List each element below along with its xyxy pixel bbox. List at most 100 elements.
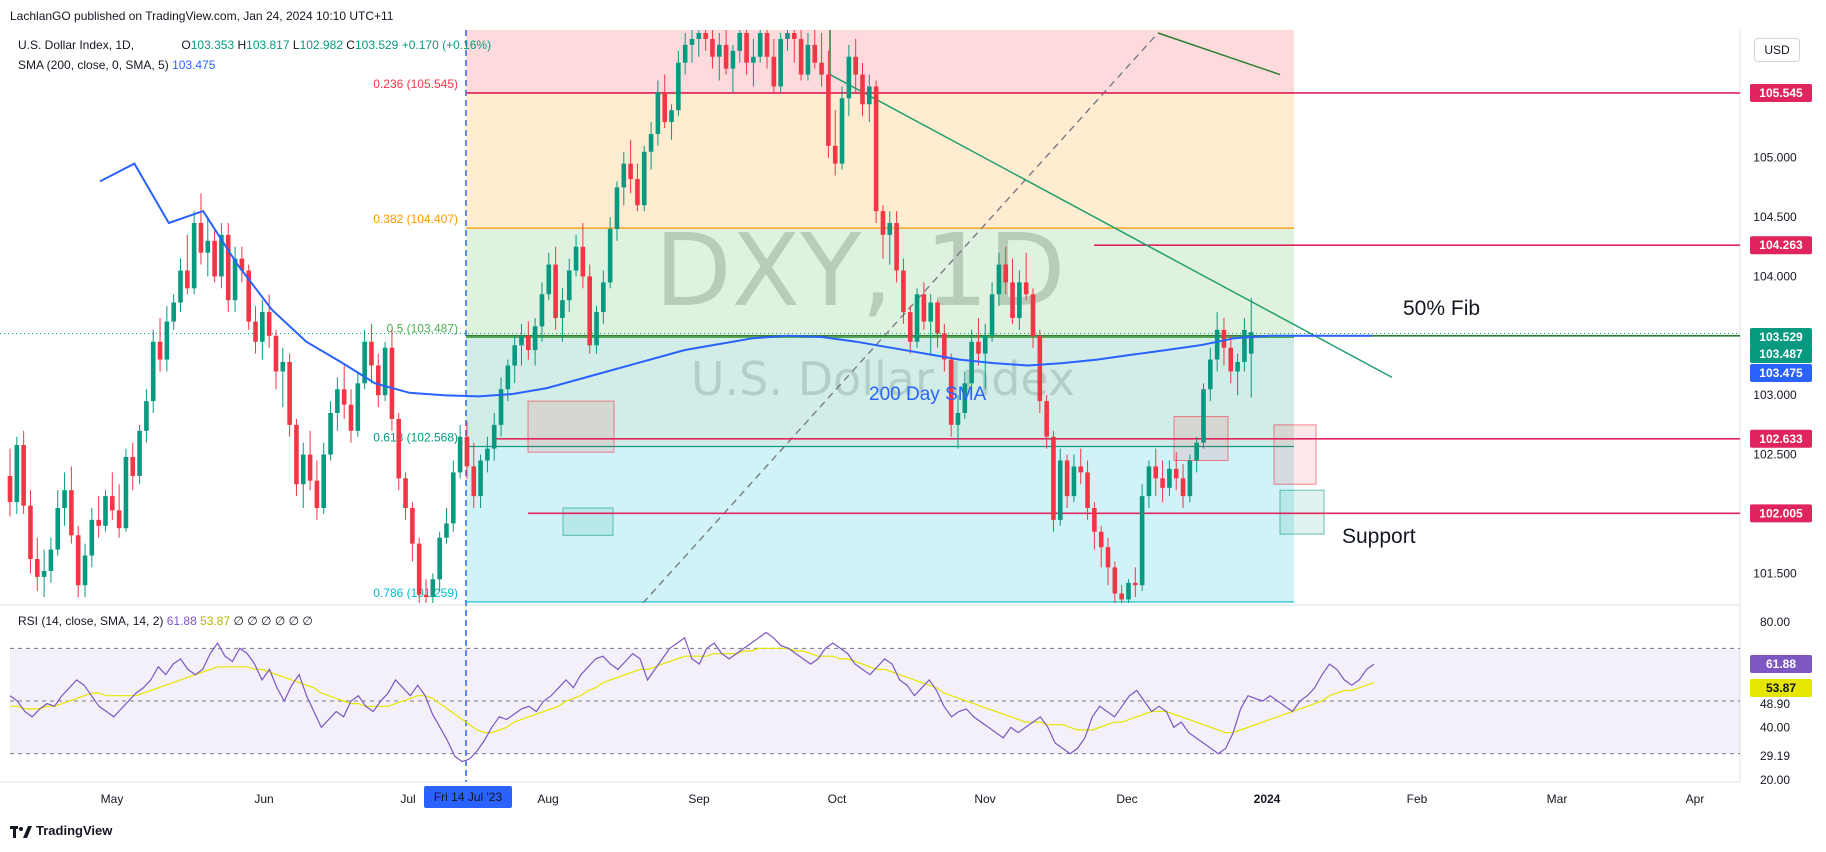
candle-71[interactable] (491, 413, 497, 461)
candle-140[interactable] (962, 371, 968, 419)
candle-68[interactable] (471, 442, 477, 508)
candle-14[interactable] (103, 490, 108, 532)
candle-9[interactable] (69, 466, 74, 544)
candle-64[interactable] (444, 508, 449, 544)
candle-37[interactable] (260, 300, 265, 360)
candle-155[interactable] (1064, 454, 1070, 508)
candle-121[interactable] (832, 110, 838, 176)
candle-31[interactable] (219, 223, 224, 289)
candle-94[interactable] (648, 122, 654, 170)
candle-141[interactable] (969, 329, 974, 396)
candle-99[interactable] (682, 33, 688, 75)
candle-33[interactable] (232, 246, 238, 313)
candle-2[interactable] (21, 430, 26, 514)
candle-144[interactable] (989, 282, 995, 342)
candle-70[interactable] (485, 436, 490, 473)
candle-80[interactable] (553, 246, 558, 330)
candle-29[interactable] (205, 217, 211, 277)
candle-160[interactable] (1098, 525, 1104, 568)
candle-23[interactable] (164, 306, 170, 372)
candle-43[interactable] (300, 442, 306, 508)
candle-101[interactable] (696, 27, 702, 57)
candle-6[interactable] (48, 537, 54, 583)
candle-125[interactable] (860, 62, 865, 117)
candle-131[interactable] (901, 258, 906, 324)
candle-174[interactable] (1194, 436, 1199, 473)
candle-46[interactable] (321, 442, 327, 514)
candle-63[interactable] (437, 531, 442, 592)
candle-83[interactable] (573, 234, 579, 277)
candle-35[interactable] (246, 264, 251, 330)
sma-legend[interactable]: SMA (200, close, 0, SMA, 5) 103.475 (18, 58, 215, 72)
candle-61[interactable] (423, 579, 429, 605)
candle-158[interactable] (1085, 460, 1090, 520)
candle-115[interactable] (792, 27, 797, 63)
candle-79[interactable] (546, 252, 552, 301)
candle-123[interactable] (846, 44, 852, 117)
candle-8[interactable] (62, 472, 67, 526)
candle-132[interactable] (907, 306, 913, 354)
candle-27[interactable] (191, 211, 197, 295)
candle-10[interactable] (75, 525, 81, 598)
candle-168[interactable] (1153, 448, 1159, 497)
candle-181[interactable] (1242, 318, 1247, 372)
candle-26[interactable] (185, 234, 190, 295)
candle-95[interactable] (655, 80, 661, 146)
candle-17[interactable] (123, 448, 129, 532)
candle-54[interactable] (375, 353, 381, 408)
candle-182[interactable] (1248, 297, 1254, 398)
candle-170[interactable] (1167, 460, 1172, 497)
candle-178[interactable] (1221, 318, 1227, 366)
candle-134[interactable] (921, 282, 927, 330)
candle-53[interactable] (369, 323, 374, 384)
candle-164[interactable] (1126, 579, 1131, 605)
candle-25[interactable] (178, 258, 183, 313)
candle-87[interactable] (601, 270, 606, 324)
candle-3[interactable] (28, 490, 33, 574)
candle-149[interactable] (1023, 252, 1029, 301)
candle-91[interactable] (628, 139, 633, 194)
candle-129[interactable] (887, 211, 893, 265)
candle-4[interactable] (34, 537, 40, 592)
candle-156[interactable] (1071, 454, 1077, 503)
candle-12[interactable] (89, 508, 95, 568)
candle-49[interactable] (341, 365, 347, 419)
candle-111[interactable] (764, 27, 770, 69)
candle-72[interactable] (498, 377, 504, 437)
candle-84[interactable] (580, 223, 586, 289)
candle-98[interactable] (676, 50, 681, 117)
candle-112[interactable] (771, 38, 777, 93)
candle-122[interactable] (839, 86, 845, 170)
candle-166[interactable] (1139, 484, 1145, 592)
candle-102[interactable] (703, 27, 708, 51)
candle-157[interactable] (1078, 448, 1084, 485)
currency-button[interactable]: USD (1754, 38, 1800, 62)
candle-163[interactable] (1119, 585, 1124, 605)
candle-143[interactable] (982, 323, 988, 390)
candle-165[interactable] (1133, 567, 1138, 598)
candle-161[interactable] (1105, 537, 1111, 586)
candle-124[interactable] (853, 38, 858, 93)
candle-179[interactable] (1228, 335, 1234, 384)
tradingview-brand[interactable]: TradingView (10, 823, 112, 838)
candle-148[interactable] (1017, 270, 1022, 330)
candle-86[interactable] (594, 306, 599, 354)
candle-137[interactable] (942, 323, 947, 372)
symbol-legend[interactable]: U.S. Dollar Index, 1D, O103.353 H103.817… (18, 38, 491, 52)
candle-175[interactable] (1201, 383, 1206, 449)
candle-48[interactable] (335, 377, 340, 431)
candle-162[interactable] (1112, 561, 1118, 603)
candle-82[interactable] (566, 258, 572, 313)
candle-42[interactable] (294, 418, 299, 497)
candle-1[interactable] (14, 436, 20, 514)
candle-145[interactable] (996, 252, 1002, 307)
candle-85[interactable] (587, 264, 592, 354)
candle-39[interactable] (273, 329, 279, 390)
candle-88[interactable] (607, 217, 613, 289)
candle-147[interactable] (1010, 258, 1015, 324)
candle-108[interactable] (744, 27, 749, 75)
candle-96[interactable] (662, 74, 668, 128)
candle-107[interactable] (737, 27, 743, 63)
candle-77[interactable] (532, 318, 538, 366)
